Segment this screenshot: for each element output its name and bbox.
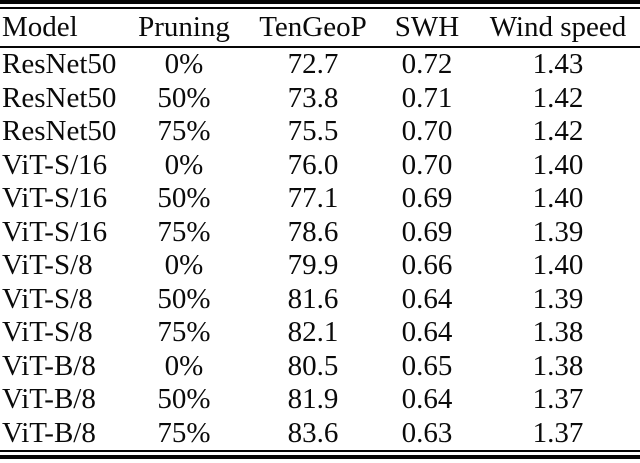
cell-tengeop: 77.1	[287, 182, 339, 215]
cell-wind-speed: 1.40	[532, 249, 584, 282]
cell-swh: 0.64	[401, 383, 453, 416]
bottom-thin-rule	[0, 450, 640, 452]
cell-tengeop: 78.6	[287, 215, 339, 248]
cell-pruning: 0%	[164, 249, 204, 282]
cell-swh: 0.69	[401, 182, 453, 215]
cell-wind-speed: 1.42	[532, 81, 584, 114]
table-row: ViT-S/16 0% 76.0 0.70 1.40	[0, 149, 640, 182]
cell-swh: 0.69	[401, 215, 453, 248]
table-row: ResNet50 75% 75.5 0.70 1.42	[0, 115, 640, 148]
cell-pruning: 50%	[157, 182, 211, 215]
cell-swh: 0.71	[401, 81, 453, 114]
cell-pruning: 75%	[157, 215, 211, 248]
table-row: ResNet50 0% 72.7 0.72 1.43	[0, 47, 640, 82]
cell-model: ResNet50	[2, 48, 117, 81]
table-row: ViT-B/8 75% 83.6 0.63 1.37	[0, 416, 640, 450]
cell-model: ResNet50	[2, 81, 117, 114]
cell-swh: 0.66	[401, 249, 453, 282]
cell-pruning: 50%	[157, 81, 211, 114]
cell-wind-speed: 1.43	[532, 48, 584, 81]
table-row: ViT-S/8 50% 81.6 0.64 1.39	[0, 283, 640, 316]
cell-model: ViT-B/8	[2, 416, 96, 449]
cell-swh: 0.63	[401, 416, 453, 449]
cell-swh: 0.64	[401, 282, 453, 315]
cell-pruning: 0%	[164, 349, 204, 382]
cell-pruning: 75%	[157, 316, 211, 349]
cell-tengeop: 83.6	[287, 416, 339, 449]
cell-pruning: 75%	[157, 416, 211, 449]
top-thin-rule	[0, 7, 640, 9]
cell-swh: 0.64	[401, 316, 453, 349]
cell-model: ViT-S/16	[2, 148, 108, 181]
cell-pruning: 50%	[157, 282, 211, 315]
cell-tengeop: 72.7	[287, 48, 339, 81]
column-header-pruning: Pruning	[120, 9, 248, 48]
cell-model: ViT-S/16	[2, 215, 108, 248]
cell-pruning: 75%	[157, 115, 211, 148]
cell-pruning: 50%	[157, 383, 211, 416]
cell-wind-speed: 1.37	[532, 416, 584, 449]
cell-swh: 0.65	[401, 349, 453, 382]
cell-model: ViT-B/8	[2, 383, 96, 416]
cell-model: ViT-S/8	[2, 316, 93, 349]
bottom-thick-rule	[0, 455, 640, 459]
cell-swh: 0.70	[401, 148, 453, 181]
cell-model: ResNet50	[2, 115, 117, 148]
header-row: Model Pruning TenGeoP SWH Wind speed	[0, 9, 640, 48]
cell-wind-speed: 1.42	[532, 115, 584, 148]
cell-pruning: 0%	[164, 48, 204, 81]
cell-swh: 0.72	[401, 48, 453, 81]
column-header-tengeop: TenGeoP	[248, 9, 378, 48]
cell-wind-speed: 1.37	[532, 383, 584, 416]
cell-wind-speed: 1.39	[532, 215, 584, 248]
cell-wind-speed: 1.40	[532, 182, 584, 215]
cell-pruning: 0%	[164, 148, 204, 181]
cell-tengeop: 79.9	[287, 249, 339, 282]
table-row: ViT-S/16 50% 77.1 0.69 1.40	[0, 182, 640, 215]
cell-tengeop: 80.5	[287, 349, 339, 382]
cell-wind-speed: 1.38	[532, 349, 584, 382]
cell-model: ViT-S/8	[2, 282, 93, 315]
table-row: ViT-B/8 50% 81.9 0.64 1.37	[0, 383, 640, 416]
table-row: ViT-S/16 75% 78.6 0.69 1.39	[0, 216, 640, 249]
table-header: Model Pruning TenGeoP SWH Wind speed	[0, 9, 640, 48]
table-body: ResNet50 0% 72.7 0.72 1.43 ResNet50 50% 73.8 0.7…	[0, 47, 640, 450]
cell-tengeop: 82.1	[287, 316, 339, 349]
column-header-model: Model	[0, 9, 120, 48]
cell-tengeop: 73.8	[287, 81, 339, 114]
cell-wind-speed: 1.40	[532, 148, 584, 181]
cell-tengeop: 76.0	[287, 148, 339, 181]
table-row: ViT-S/8 75% 82.1 0.64 1.38	[0, 316, 640, 349]
cell-model: ViT-B/8	[2, 349, 96, 382]
cell-model: ViT-S/16	[2, 182, 108, 215]
table-row: ViT-S/8 0% 79.9 0.66 1.40	[0, 249, 640, 282]
column-header-swh: SWH	[378, 9, 476, 48]
table-row: ResNet50 50% 73.8 0.71 1.42	[0, 82, 640, 115]
top-thick-rule	[0, 0, 640, 4]
cell-wind-speed: 1.39	[532, 282, 584, 315]
cell-model: ViT-S/8	[2, 249, 93, 282]
results-table: Model Pruning TenGeoP SWH Wind speed Res…	[0, 9, 640, 450]
cell-swh: 0.70	[401, 115, 453, 148]
cell-tengeop: 81.6	[287, 282, 339, 315]
column-header-wind-speed: Wind speed	[476, 9, 640, 48]
table-row: ViT-B/8 0% 80.5 0.65 1.38	[0, 350, 640, 383]
cell-tengeop: 75.5	[287, 115, 339, 148]
cell-wind-speed: 1.38	[532, 316, 584, 349]
cell-tengeop: 81.9	[287, 383, 339, 416]
